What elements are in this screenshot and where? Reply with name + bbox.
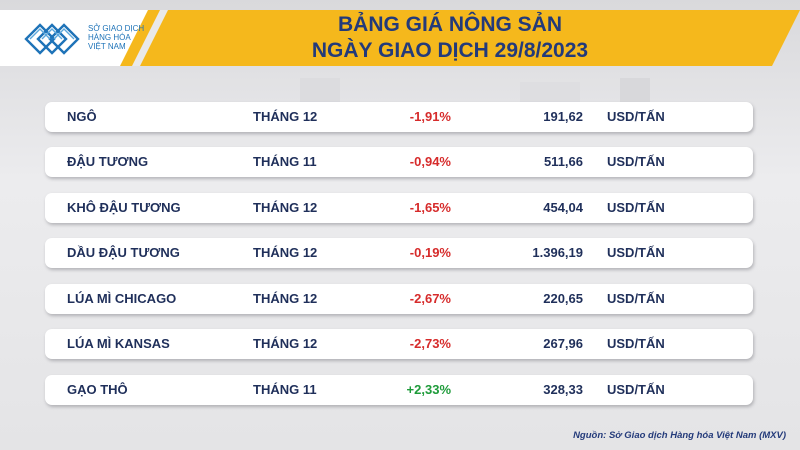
contract-month: THÁNG 11 [253,154,317,169]
price-change: -2,73% [409,336,451,351]
price-change: -0,19% [409,245,451,260]
price-value: 511,66 [543,154,583,169]
price-change: -1,65% [409,200,451,215]
table-row: KHÔ ĐẬU TƯƠNG THÁNG 12 -1,65% 454,04 USD… [45,193,753,223]
price-unit: USD/TẤN [607,200,665,215]
price-unit: USD/TẤN [607,291,665,306]
contract-month: THÁNG 12 [253,245,318,260]
mxv-logo: SỞ GIAO DỊCH HÀNG HÓA VIỆT NAM [24,18,156,60]
table-row: DẦU ĐẬU TƯƠNG THÁNG 12 -0,19% 1.396,19 U… [45,238,753,268]
table-row: ĐẬU TƯƠNG THÁNG 11 -0,94% 511,66 USD/TẤN [45,147,753,177]
price-change: +2,33% [406,382,451,397]
page-title: BẢNG GIÁ NÔNG SẢN NGÀY GIAO DỊCH 29/8/20… [240,12,660,64]
price-change: -1,91% [409,109,451,124]
contract-month: THÁNG 11 [253,382,317,397]
logo-text: SỞ GIAO DỊCH HÀNG HÓA VIỆT NAM [88,24,168,51]
table-row: GẠO THÔ THÁNG 11 +2,33% 328,33 USD/TẤN [45,375,753,405]
price-value: 328,33 [543,382,583,397]
table-row: LÚA MÌ KANSAS THÁNG 12 -2,73% 267,96 USD… [45,329,753,359]
source-note: Nguồn: Sở Giao dịch Hàng hóa Việt Nam (M… [573,430,786,441]
logo-line-3: VIỆT NAM [88,42,126,51]
price-unit: USD/TẤN [607,382,665,397]
contract-month: THÁNG 12 [253,291,318,306]
title-line-2: NGÀY GIAO DỊCH 29/8/2023 [311,39,589,62]
price-unit: USD/TẤN [607,245,665,260]
contract-month: THÁNG 12 [253,109,318,124]
commodity-name: GẠO THÔ [67,382,128,397]
price-unit: USD/TẤN [607,154,665,169]
price-unit: USD/TẤN [607,109,665,124]
price-value: 454,04 [543,200,583,215]
commodity-name: LÚA MÌ CHICAGO [67,291,177,306]
commodity-name: KHÔ ĐẬU TƯƠNG [67,200,181,215]
commodity-name: DẦU ĐẬU TƯƠNG [67,245,180,260]
price-value: 191,62 [543,109,583,124]
table-row: NGÔ THÁNG 12 -1,91% 191,62 USD/TẤN [45,102,753,132]
price-value: 1.396,19 [532,245,583,260]
commodity-name: NGÔ [67,109,97,124]
contract-month: THÁNG 12 [253,200,318,215]
commodity-name: ĐẬU TƯƠNG [67,154,149,169]
price-value: 220,65 [543,291,583,306]
table-row: LÚA MÌ CHICAGO THÁNG 12 -2,67% 220,65 US… [45,284,753,314]
commodity-name: LÚA MÌ KANSAS [67,336,170,351]
logo-line-1: SỞ GIAO DỊCH [88,24,145,33]
price-change: -0,94% [409,154,451,169]
price-value: 267,96 [543,336,583,351]
contract-month: THÁNG 12 [253,336,318,351]
price-unit: USD/TẤN [607,336,665,351]
title-line-1: BẢNG GIÁ NÔNG SẢN [337,13,562,36]
price-change: -2,67% [409,291,451,306]
logo-line-2: HÀNG HÓA [88,33,131,42]
mxv-logo-icon [24,23,80,55]
